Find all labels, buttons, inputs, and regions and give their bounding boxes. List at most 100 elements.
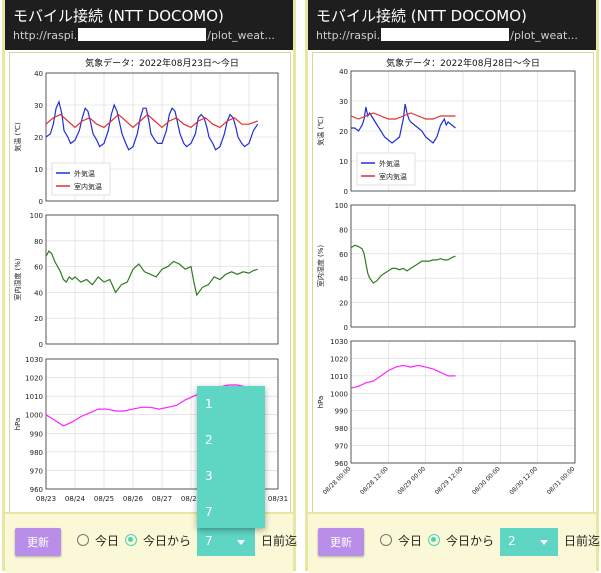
x-tick-label: 08/30 12:00 xyxy=(508,465,539,496)
days-suffix: 日前迄 xyxy=(564,534,601,548)
y-axis-label: hPa xyxy=(14,418,22,431)
y-tick-label: 980 xyxy=(30,449,43,457)
y-tick-label: 60 xyxy=(34,264,43,272)
update-button[interactable]: 更新 xyxy=(318,528,364,556)
url-prefix: http://raspi. xyxy=(13,29,78,42)
legend-label: 外気温 xyxy=(379,159,400,168)
y-tick-label: 1010 xyxy=(330,373,348,381)
x-tick-label: 08/30 00:00 xyxy=(471,465,502,496)
legend-box xyxy=(51,162,111,196)
days-select-value: 7 xyxy=(205,534,213,548)
radio-today-label: 今日 xyxy=(95,534,120,548)
radio-from-today[interactable] xyxy=(428,534,440,546)
y-axis-label: 室内湿度 (%) xyxy=(316,245,325,288)
x-tick-label: 08/23 xyxy=(36,495,56,503)
x-tick-label: 08/25 xyxy=(94,495,114,503)
y-tick-label: 60 xyxy=(339,251,348,259)
y-tick-label: 0 xyxy=(344,188,348,196)
url-bar[interactable]: http://raspi. /plot_weat... xyxy=(316,28,588,42)
days-suffix: 日前迄 xyxy=(261,534,298,548)
series-line xyxy=(45,250,258,297)
radio-from-today-label: 今日から xyxy=(143,534,192,548)
y-tick-label: 1030 xyxy=(330,338,348,346)
series-line xyxy=(350,364,456,389)
plot-frame xyxy=(350,340,576,464)
app-title: モバイル接続 (NTT DOCOMO) xyxy=(316,7,527,25)
url-redaction xyxy=(78,28,207,41)
control-bar: 更新 今日 今日から 2 日前迄 xyxy=(308,512,600,573)
y-tick-label: 980 xyxy=(335,425,348,433)
right-panel: モバイル接続 (NTT DOCOMO) http://raspi. /plot_w… xyxy=(305,0,600,573)
dropdown-option[interactable]: 2 xyxy=(205,433,213,447)
plot-frame xyxy=(350,70,576,192)
x-tick-label: 08/31 xyxy=(268,495,288,503)
radio-from-today-label: 今日から xyxy=(446,534,495,548)
y-tick-label: 0 xyxy=(39,341,43,349)
url-suffix: /plot_weat... xyxy=(207,29,275,42)
chevron-down-icon xyxy=(237,540,245,545)
x-tick-label: 08/26 xyxy=(123,495,144,503)
days-select[interactable]: 7 xyxy=(197,528,255,556)
x-tick-label: 08/27 xyxy=(152,495,172,503)
days-select[interactable]: 2 xyxy=(500,528,558,556)
y-tick-label: 0 xyxy=(39,198,43,206)
dropdown-option[interactable]: 1 xyxy=(205,397,213,411)
radio-from-today[interactable] xyxy=(125,534,137,546)
y-tick-label: 20 xyxy=(34,134,43,142)
y-tick-label: 40 xyxy=(339,275,348,283)
y-tick-label: 100 xyxy=(30,212,43,220)
y-tick-label: 1020 xyxy=(330,355,348,363)
y-tick-label: 30 xyxy=(339,98,348,106)
y-axis-label: 室内湿度 (%) xyxy=(13,258,22,301)
y-tick-label: 100 xyxy=(335,202,348,210)
radio-today-label: 今日 xyxy=(398,534,423,548)
y-tick-label: 960 xyxy=(30,486,43,494)
weather-chart: 気象データ：2022年08月23日～今日 0 10 20 30 40 気温 (℃) 外気温 室内… xyxy=(9,52,291,514)
legend-label: 外気温 xyxy=(74,169,95,178)
y-tick-label: 1000 xyxy=(330,390,348,398)
series-line xyxy=(350,244,456,284)
y-tick-label: 80 xyxy=(34,238,43,246)
radio-today[interactable] xyxy=(77,534,89,546)
y-tick-label: 1030 xyxy=(25,356,43,364)
y-axis-label: 気温 (℃) xyxy=(13,122,22,152)
y-tick-label: 1000 xyxy=(25,412,43,420)
dropdown-option[interactable]: 3 xyxy=(205,469,213,483)
url-suffix: /plot_weat... xyxy=(510,29,578,42)
y-tick-label: 960 xyxy=(335,460,348,468)
chevron-down-icon xyxy=(540,540,548,545)
y-tick-label: 10 xyxy=(34,166,43,174)
plot-frame xyxy=(350,204,576,328)
series-line xyxy=(45,384,259,427)
url-bar[interactable]: http://raspi. /plot_weat... xyxy=(13,28,285,42)
url-prefix: http://raspi. xyxy=(316,29,381,42)
x-tick-label: 08/24 xyxy=(65,495,86,503)
legend-label: 室内気温 xyxy=(379,172,407,181)
weather-chart: 気象データ：2022年08月28日～今日 0 10 20 30 40 気温 (℃) 外気温 室内… xyxy=(312,52,594,514)
radio-today[interactable] xyxy=(380,534,392,546)
y-tick-label: 10 xyxy=(339,158,348,166)
dropdown-option[interactable]: 7 xyxy=(205,505,213,519)
update-button[interactable]: 更新 xyxy=(15,528,61,556)
x-tick-label: 08/28 00:00 xyxy=(322,465,353,496)
y-tick-label: 20 xyxy=(34,315,43,323)
y-tick-label: 80 xyxy=(339,226,348,234)
y-tick-label: 990 xyxy=(30,430,43,438)
x-tick-label: 08/29 12:00 xyxy=(434,465,465,496)
chart-title: 気象データ：2022年08月28日～今日 xyxy=(386,57,540,69)
y-tick-label: 0 xyxy=(344,324,348,332)
title-bar: モバイル接続 (NTT DOCOMO) http://raspi. /plot_w… xyxy=(308,0,596,50)
y-tick-label: 990 xyxy=(335,408,348,416)
y-tick-label: 40 xyxy=(34,289,43,297)
y-tick-label: 970 xyxy=(30,467,43,475)
y-tick-label: 40 xyxy=(339,68,348,76)
x-tick-label: 08/28 xyxy=(181,495,201,503)
url-redaction xyxy=(381,28,510,41)
y-tick-label: 20 xyxy=(339,300,348,308)
y-tick-label: 20 xyxy=(339,128,348,136)
days-select-value: 2 xyxy=(508,534,516,548)
y-tick-label: 30 xyxy=(34,102,43,110)
y-axis-label: 気温 (℃) xyxy=(316,116,325,146)
plot-frame xyxy=(45,358,279,490)
